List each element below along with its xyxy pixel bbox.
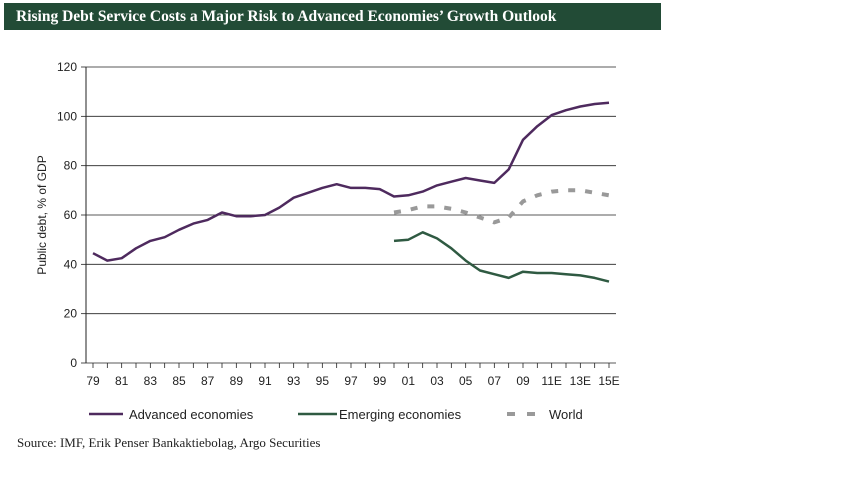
source-note: Source: IMF, Erik Penser Bankaktiebolag,… <box>17 435 321 450</box>
y-tick-label: 20 <box>64 307 78 321</box>
legend-label: World <box>549 407 583 422</box>
x-tick-label: 03 <box>430 374 444 388</box>
y-tick-label: 0 <box>70 356 77 370</box>
series-lines <box>92 101 610 283</box>
y-tick-label: 80 <box>64 159 78 173</box>
legend-label: Advanced economies <box>129 407 254 422</box>
x-tick-label: 79 <box>86 374 100 388</box>
x-tick-label: 15E <box>598 374 619 388</box>
y-tick-label: 60 <box>64 208 78 222</box>
legend-label: Emerging economies <box>339 407 462 422</box>
series-line-advanced-economies <box>92 101 610 262</box>
y-tick-labels: 0 20 40 60 80 100 120 <box>57 60 77 370</box>
x-tick-label: 85 <box>172 374 186 388</box>
x-tick-label: 95 <box>316 374 330 388</box>
x-tick-label: 93 <box>287 374 301 388</box>
series-line-world <box>393 188 610 225</box>
y-tick-label: 100 <box>57 109 77 123</box>
x-tick-label: 01 <box>402 374 416 388</box>
gridlines <box>81 66 616 364</box>
x-tick-label: 87 <box>201 374 215 388</box>
x-tick-label: 81 <box>115 374 129 388</box>
x-tick-label: 09 <box>516 374 530 388</box>
x-tick-label: 13E <box>570 374 591 388</box>
x-tick-label: 91 <box>258 374 272 388</box>
axes <box>85 67 610 368</box>
x-tick-label: 97 <box>344 374 358 388</box>
series-line-emerging-economies <box>393 231 610 283</box>
y-tick-label: 120 <box>57 60 77 74</box>
y-axis-label: Public debt, % of GDP <box>35 155 49 274</box>
chart-title: Rising Debt Service Costs a Major Risk t… <box>4 3 661 30</box>
legend: Advanced economies Emerging economies Worl… <box>89 407 583 422</box>
x-tick-label: 07 <box>488 374 502 388</box>
x-tick-label: 83 <box>144 374 158 388</box>
x-tick-label: 99 <box>373 374 387 388</box>
y-tick-label: 40 <box>64 257 78 271</box>
x-tick-label: 11E <box>541 374 561 388</box>
x-tick-label: 05 <box>459 374 473 388</box>
x-tick-labels: 79 81 83 85 87 89 91 93 95 97 99 01 03 05 07 09 11E 13E 15… <box>86 374 619 388</box>
x-tick-label: 89 <box>230 374 244 388</box>
